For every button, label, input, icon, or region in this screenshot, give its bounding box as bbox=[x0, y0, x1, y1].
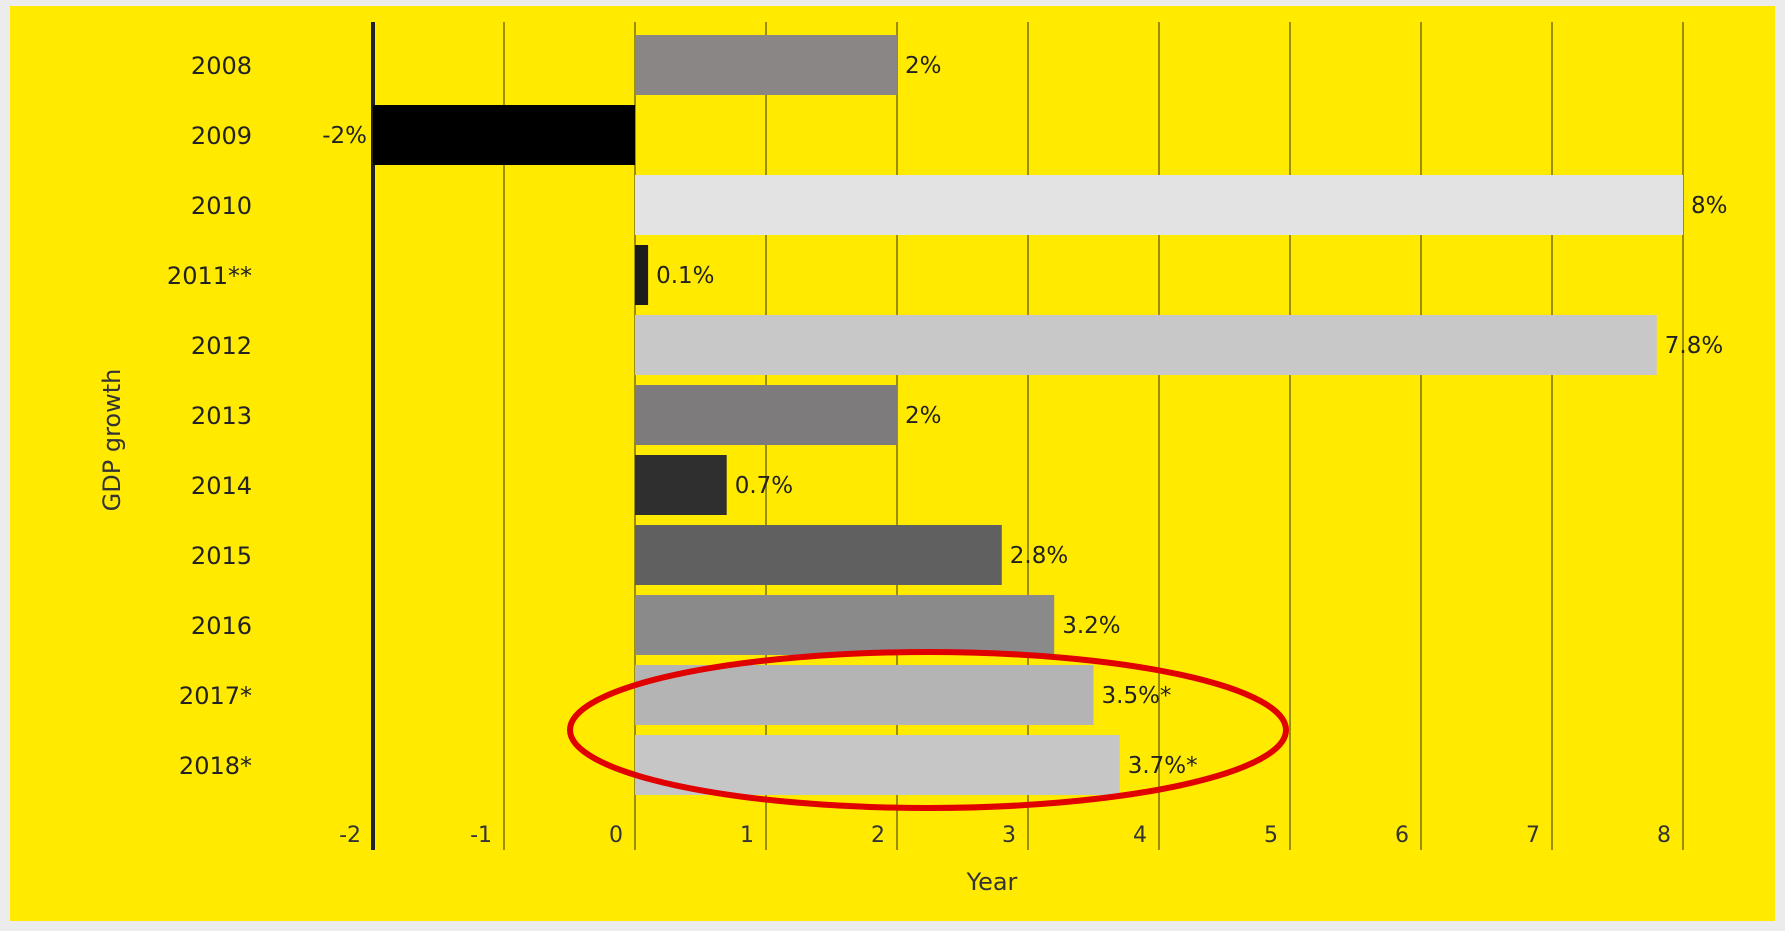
value-label: 3.2% bbox=[1062, 613, 1120, 639]
value-label: 2% bbox=[905, 403, 942, 429]
category-label: 2010 bbox=[191, 192, 252, 220]
x-tick-label: 6 bbox=[1395, 823, 1409, 848]
value-label: 2% bbox=[905, 53, 942, 79]
category-label: 2014 bbox=[191, 472, 252, 500]
bar-2013 bbox=[635, 385, 897, 445]
category-label: 2013 bbox=[191, 402, 252, 430]
category-label: 2018* bbox=[179, 752, 252, 780]
value-label: 3.7%* bbox=[1128, 753, 1198, 779]
bar-2009 bbox=[373, 105, 635, 165]
category-label: 2012 bbox=[191, 332, 252, 360]
bar-2017 bbox=[635, 665, 1094, 725]
x-tick-label: -2 bbox=[339, 823, 361, 848]
value-label: 2.8% bbox=[1010, 543, 1068, 569]
x-tick-label: 2 bbox=[871, 823, 885, 848]
category-label: 2015 bbox=[191, 542, 252, 570]
x-tick-label: 1 bbox=[740, 823, 754, 848]
x-tick-label: 0 bbox=[609, 823, 623, 848]
bar-2008 bbox=[635, 35, 897, 95]
highlight-ellipse bbox=[567, 649, 1289, 811]
bar-2014 bbox=[635, 455, 727, 515]
bar-2018 bbox=[635, 735, 1120, 795]
category-label: 2011** bbox=[167, 262, 252, 290]
bar-2010 bbox=[635, 175, 1683, 235]
x-tick-labels: -2 -1 0 1 2 3 4 5 6 7 8 bbox=[339, 823, 1671, 848]
category-label: 2016 bbox=[191, 612, 252, 640]
x-tick-label: 5 bbox=[1264, 823, 1278, 848]
value-label: 0.1% bbox=[656, 263, 714, 289]
x-tick-label: 7 bbox=[1526, 823, 1540, 848]
value-label: 7.8% bbox=[1665, 333, 1723, 359]
x-tick-label: 8 bbox=[1657, 823, 1671, 848]
value-label: 3.5%* bbox=[1102, 683, 1172, 709]
value-label: 0.7% bbox=[735, 473, 793, 499]
category-label: 2008 bbox=[191, 52, 252, 80]
bar-2016 bbox=[635, 595, 1055, 655]
category-label: 2017* bbox=[179, 682, 252, 710]
bar-2015 bbox=[635, 525, 1002, 585]
category-labels: 2008 2009 2010 2011** 2012 2013 2014 2015 2016 20… bbox=[167, 52, 252, 780]
bar-2011 bbox=[635, 245, 649, 305]
value-label: 8% bbox=[1691, 193, 1728, 219]
x-tick-label: 3 bbox=[1002, 823, 1016, 848]
y-axis-title: GDP growth bbox=[98, 369, 126, 512]
x-tick-label: -1 bbox=[470, 823, 492, 848]
x-axis-title: Year bbox=[966, 868, 1018, 896]
category-label: 2009 bbox=[191, 122, 252, 150]
bars: 2% -2% 8% 0.1% 7.8% 2% 0.7% 2.8% 3.2% 3.5%* 3.7%* bbox=[322, 35, 1728, 795]
x-tick-label: 4 bbox=[1133, 823, 1147, 848]
bar-2012 bbox=[635, 315, 1657, 375]
value-label: -2% bbox=[322, 123, 367, 149]
